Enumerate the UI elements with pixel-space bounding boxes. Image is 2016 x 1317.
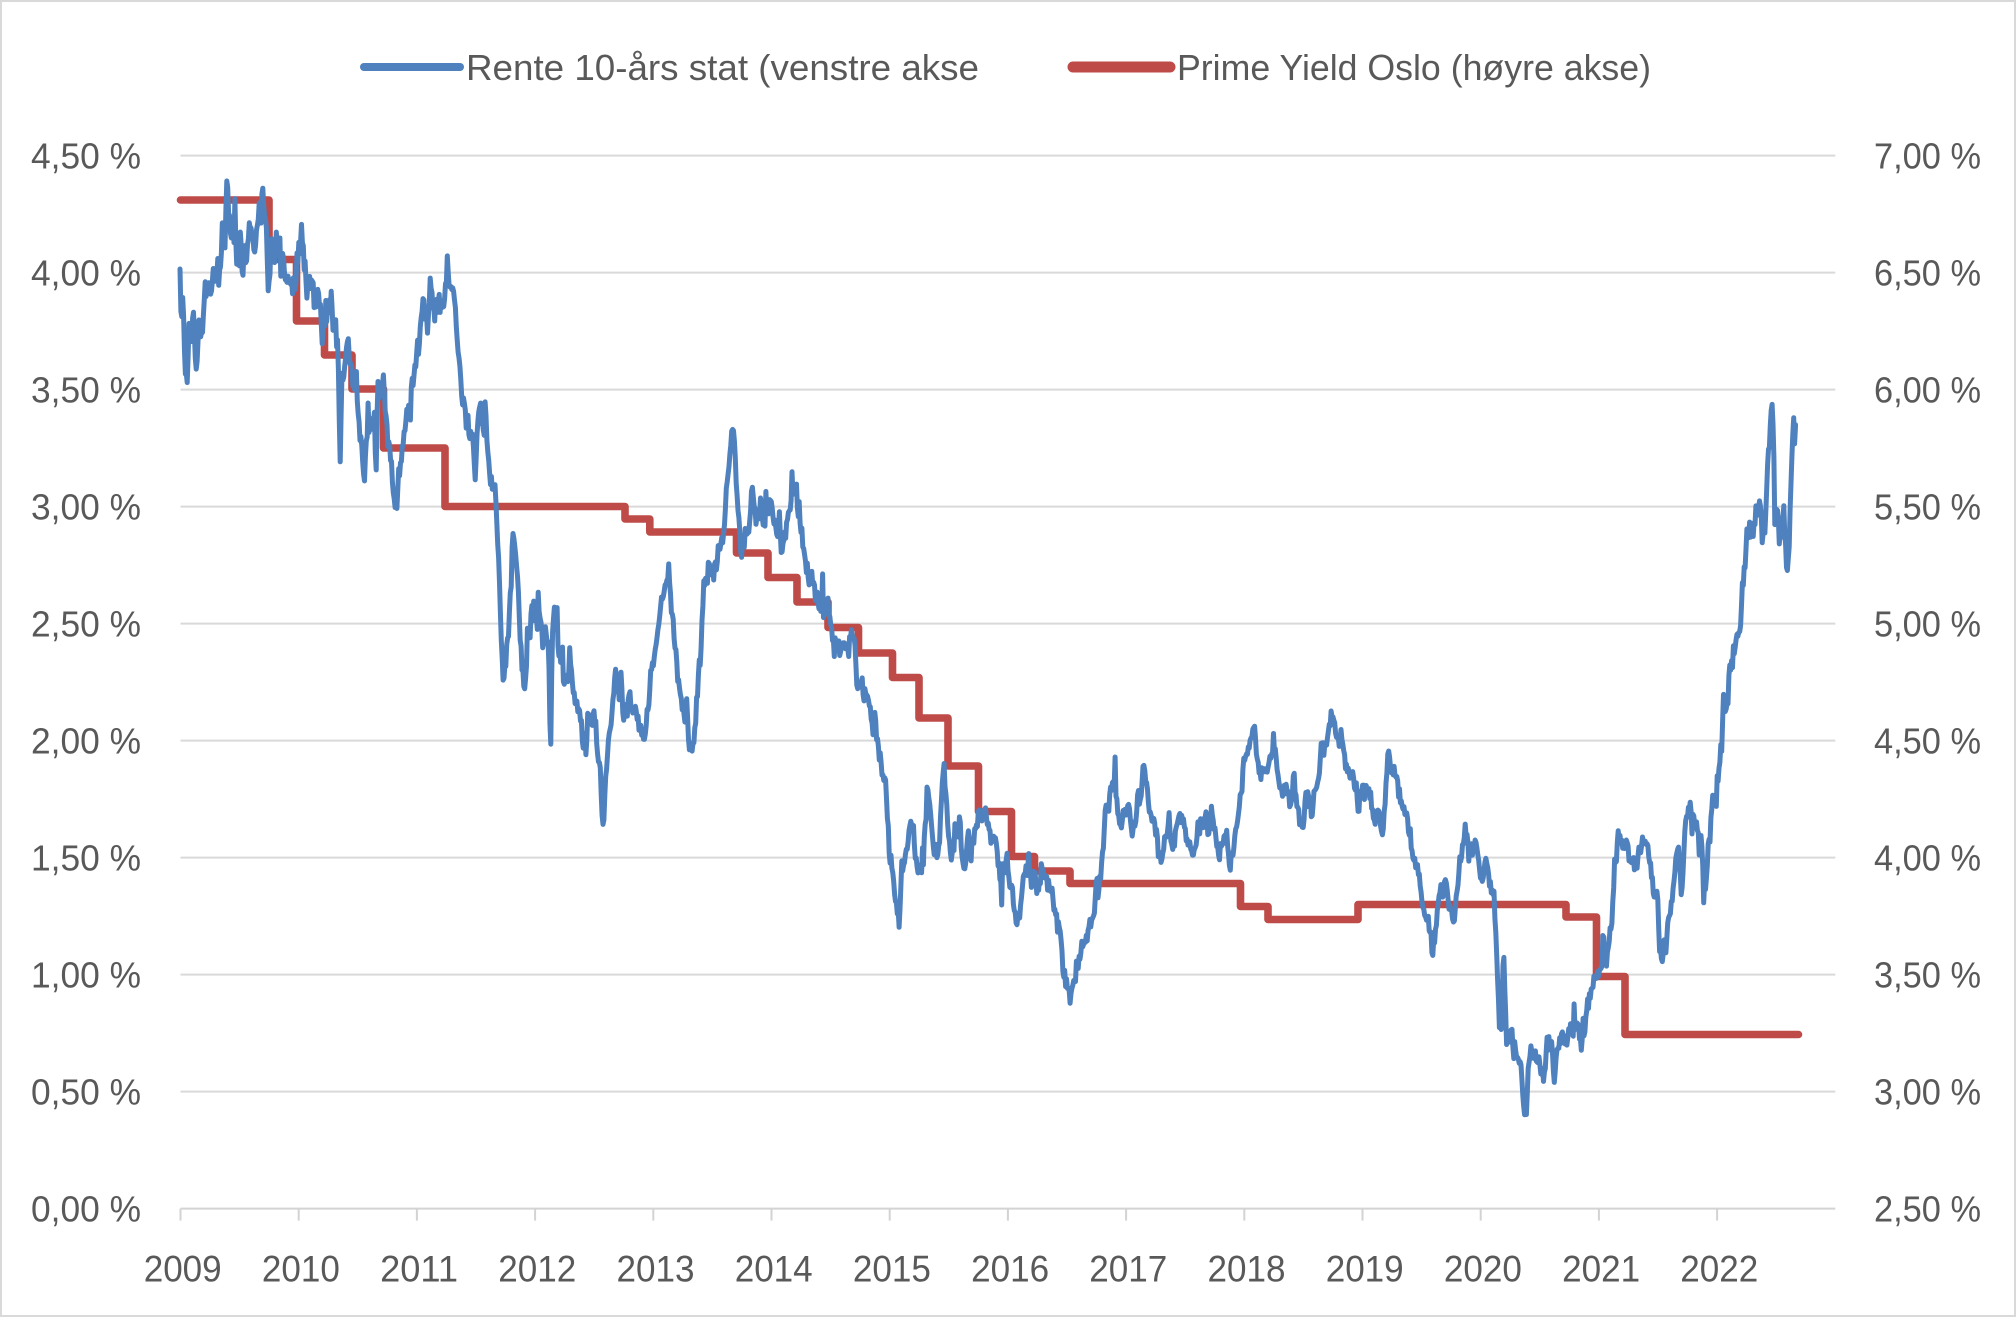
svg-text:3,50 %: 3,50 % [31, 370, 141, 411]
svg-text:2011: 2011 [380, 1249, 458, 1290]
svg-text:3,50 %: 3,50 % [1874, 955, 1981, 996]
svg-text:0,50 %: 0,50 % [31, 1072, 141, 1113]
svg-text:2,50 %: 2,50 % [1874, 1189, 1981, 1230]
svg-text:2022: 2022 [1680, 1249, 1758, 1290]
svg-text:2,00 %: 2,00 % [31, 721, 141, 762]
svg-text:2016: 2016 [971, 1249, 1049, 1290]
svg-text:7,00 %: 7,00 % [1874, 136, 1981, 177]
svg-text:2009: 2009 [144, 1249, 222, 1290]
svg-text:2012: 2012 [498, 1249, 576, 1290]
svg-text:2019: 2019 [1326, 1249, 1404, 1290]
svg-text:6,50 %: 6,50 % [1874, 253, 1981, 294]
svg-text:2021: 2021 [1562, 1249, 1640, 1290]
svg-text:1,00 %: 1,00 % [31, 955, 141, 996]
svg-text:6,00 %: 6,00 % [1874, 370, 1981, 411]
svg-text:2,50 %: 2,50 % [31, 604, 141, 645]
svg-text:2015: 2015 [853, 1249, 931, 1290]
svg-text:2014: 2014 [735, 1249, 813, 1290]
svg-text:2017: 2017 [1089, 1249, 1167, 1290]
svg-text:1,50 %: 1,50 % [31, 838, 141, 879]
svg-text:2018: 2018 [1208, 1249, 1286, 1290]
svg-text:4,00 %: 4,00 % [31, 253, 141, 294]
svg-text:Rente 10-års stat (venstre aks: Rente 10-års stat (venstre akse [466, 47, 979, 88]
svg-text:2013: 2013 [617, 1249, 695, 1290]
svg-text:5,00 %: 5,00 % [1874, 604, 1981, 645]
svg-text:2020: 2020 [1444, 1249, 1522, 1290]
svg-text:4,50 %: 4,50 % [1874, 721, 1981, 762]
svg-text:2010: 2010 [262, 1249, 340, 1290]
svg-text:4,50 %: 4,50 % [31, 136, 141, 177]
svg-text:0,00 %: 0,00 % [31, 1189, 141, 1230]
svg-text:3,00 %: 3,00 % [1874, 1072, 1981, 1113]
svg-text:3,00 %: 3,00 % [31, 487, 141, 528]
svg-text:4,00 %: 4,00 % [1874, 838, 1981, 879]
svg-text:5,50 %: 5,50 % [1874, 487, 1981, 528]
svg-text:Prime Yield Oslo (høyre akse): Prime Yield Oslo (høyre akse) [1177, 47, 1651, 88]
